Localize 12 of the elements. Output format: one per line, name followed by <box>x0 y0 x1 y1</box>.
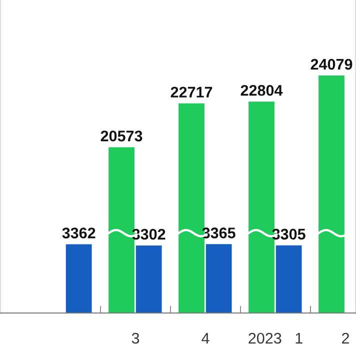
data-label: 24079 <box>310 58 352 70</box>
data-label: 3305 <box>272 228 306 240</box>
data-label: 3365 <box>202 228 236 238</box>
data-label: 22717 <box>170 86 212 98</box>
x-tick-label: 2023 1 <box>248 332 302 344</box>
x-tick-label: 3 <box>132 332 140 344</box>
data-label: 22804 <box>240 84 283 96</box>
data-label: 20573 <box>100 130 142 142</box>
x-tick-label: 2 <box>342 332 349 344</box>
data-label: 3302 <box>132 228 166 240</box>
x-tick-label: 4 <box>202 333 210 344</box>
data-label: 3362 <box>62 228 96 238</box>
